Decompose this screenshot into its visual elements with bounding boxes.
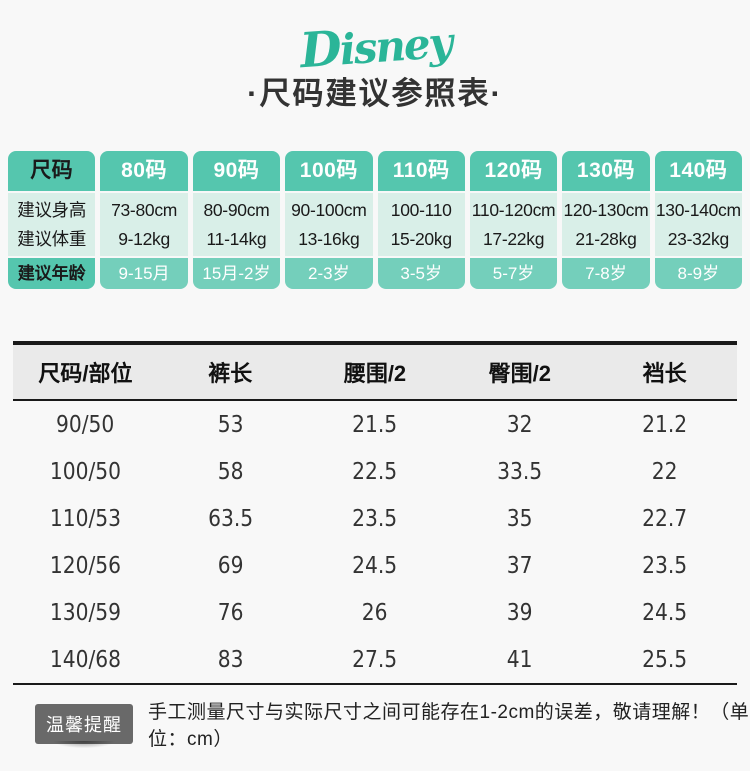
size-body: 73-80cm 9-12kg [100,193,188,256]
waist-cell: 26 [362,600,388,626]
weight-row-label: 建议体重 [17,228,87,249]
table-row: 120/56 69 24.5 37 23.5 [13,542,737,589]
weight-value: 13-16kg [298,228,360,249]
table-row: 100/50 58 22.5 33.5 22 [13,448,737,495]
size-body: 90-100cm 13-16kg [285,193,373,256]
weight-value: 23-32kg [667,228,729,249]
height-value: 120-130cm [563,199,649,220]
size-body: 110-120cm 17-22kg [469,193,558,256]
age-value: 2-3岁 [285,258,373,289]
size-cell: 130/59 [49,600,122,626]
size-cell: 100/50 [49,459,122,485]
size-header: 130码 [562,151,650,191]
brand-header: Disney [0,0,750,79]
age-value: 15月-2岁 [192,258,281,289]
crotch-cell: 22.7 [642,506,688,532]
hip-cell: 35 [506,506,533,532]
height-value: 90-100cm [291,199,367,220]
age-value: 3-5岁 [377,258,465,289]
size-table-label-column: 尺码 建议身高 建议体重 建议年龄 [8,151,96,289]
table-row: 90/50 53 21.5 32 21.2 [13,401,737,448]
size-header: 100码 [285,151,373,191]
reminder-text: 手工测量尺寸与实际尺寸之间可能存在1-2cm的误差，敬请理解！（单位：cm） [148,702,750,750]
hip-cell: 32 [506,412,533,438]
size-column-130: 130码 120-130cm 21-28kg 7-8岁 [562,151,650,289]
height-value: 73-80cm [111,199,178,220]
pant-length-cell: 83 [217,647,244,673]
crotch-cell: 24.5 [642,600,688,626]
hip-cell: 37 [506,553,533,579]
waist-cell: 27.5 [352,647,398,673]
column-header: 腰围/2 [343,361,407,386]
hip-cell: 41 [506,647,533,673]
page-title: ·尺码建议参照表· [247,76,503,111]
disney-logo: Disney [297,17,453,80]
pant-length-cell: 58 [217,459,244,485]
size-cell: 110/53 [49,506,122,532]
size-column-80: 80码 73-80cm 9-12kg 9-15月 [100,151,188,289]
column-header: 裆长 [642,361,687,386]
measurement-table-header: 尺码/部位 裤长 腰围/2 臀围/2 裆长 [13,345,737,401]
size-body: 100-110 15-20kg [377,193,465,256]
waist-cell: 24.5 [352,553,398,579]
age-value: 9-15月 [100,258,188,289]
measurement-table: 尺码/部位 裤长 腰围/2 臀围/2 裆长 90/50 53 21.5 32 2… [13,341,737,685]
height-value: 80-90cm [203,199,270,220]
size-column-140: 140码 130-140cm 23-32kg 8-9岁 [654,151,742,289]
size-column-120: 120码 110-120cm 17-22kg 5-7岁 [469,151,558,289]
column-header: 尺码/部位 [38,361,133,386]
weight-value: 9-12kg [118,228,170,249]
size-cell: 140/68 [49,647,122,673]
age-value: 5-7岁 [469,258,558,289]
size-header: 140码 [654,151,742,191]
age-value: 7-8岁 [562,258,650,289]
size-body: 120-130cm 21-28kg [562,193,650,256]
size-header: 110码 [377,151,465,191]
size-header: 90码 [192,151,281,191]
column-header: 裤长 [208,361,253,386]
height-row-label: 建议身高 [17,199,87,220]
size-recommendation-table: 尺码 建议身高 建议体重 建议年龄 80码 73-80cm 9-12kg 9-1… [8,151,742,289]
height-value: 110-120cm [471,199,556,220]
height-value: 130-140cm [655,199,741,220]
size-body: 130-140cm 23-32kg [654,193,742,256]
waist-cell: 22.5 [352,459,398,485]
reminder-footer: 温馨提醒 手工测量尺寸与实际尺寸之间可能存在1-2cm的误差，敬请理解！（单位：… [35,697,750,751]
reminder-badge: 温馨提醒 [35,704,133,751]
table-row: 140/68 83 27.5 41 25.5 [13,636,737,683]
hip-cell: 39 [506,600,533,626]
crotch-cell: 22 [651,459,678,485]
size-column-110: 110码 100-110 15-20kg 3-5岁 [377,151,465,289]
crotch-cell: 23.5 [642,553,688,579]
weight-value: 11-14kg [206,228,267,249]
waist-cell: 21.5 [352,412,398,438]
weight-value: 17-22kg [482,228,545,249]
size-column-100: 100码 90-100cm 13-16kg 2-3岁 [285,151,373,289]
hip-cell: 33.5 [497,459,543,485]
size-cell: 90/50 [56,412,115,438]
pant-length-cell: 53 [217,412,244,438]
waist-cell: 23.5 [352,506,398,532]
table-row: 110/53 63.5 23.5 35 22.7 [13,495,737,542]
size-cell: 120/56 [49,553,122,579]
pant-length-cell: 76 [217,600,244,626]
pant-length-cell: 69 [217,553,244,579]
size-header: 80码 [100,151,188,191]
size-body: 80-90cm 11-14kg [192,193,281,256]
size-table-row-labels: 建议身高 建议体重 [8,193,96,256]
size-header: 120码 [469,151,558,191]
pant-length-cell: 63.5 [207,506,253,532]
column-header: 臀围/2 [488,361,551,386]
age-row-label: 建议年龄 [8,258,96,289]
size-column-90: 90码 80-90cm 11-14kg 15月-2岁 [192,151,281,289]
age-value: 8-9岁 [654,258,742,289]
weight-value: 15-20kg [390,228,452,249]
height-value: 100-110 [390,199,452,220]
size-table-corner-header: 尺码 [8,151,96,191]
weight-value: 21-28kg [575,228,637,249]
crotch-cell: 21.2 [642,412,688,438]
table-row: 130/59 76 26 39 24.5 [13,589,737,636]
crotch-cell: 25.5 [642,647,688,673]
